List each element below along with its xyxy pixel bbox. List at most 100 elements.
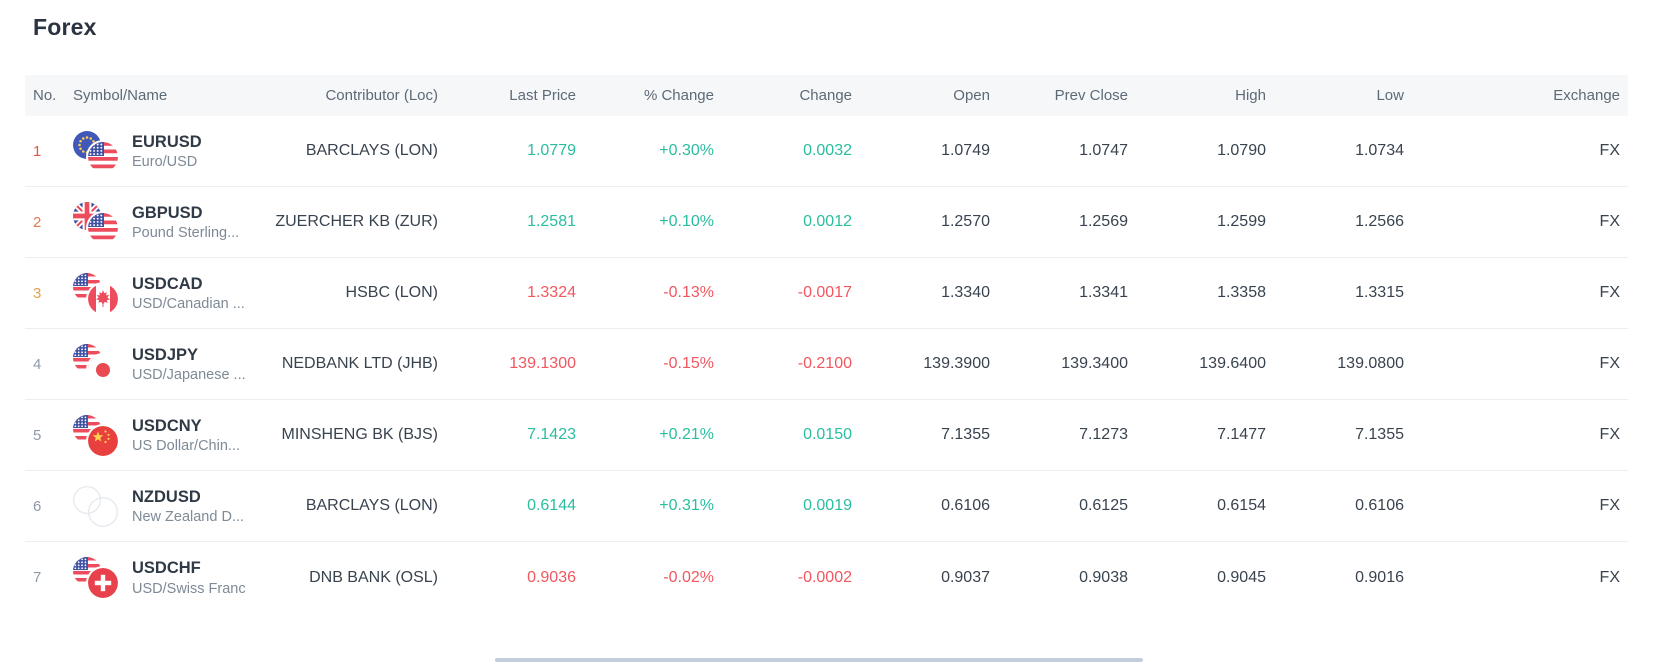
row-number: 3	[33, 284, 42, 302]
currency-pair-flags	[73, 130, 119, 172]
table-body: 1 EURUSD Euro/USD BARCLAYS (LON) 1.0779 +0.30…	[25, 116, 1628, 613]
cell-open: 1.2570	[941, 213, 990, 230]
placeholder-flag-icon	[73, 485, 101, 514]
cell-exchange: FX	[1599, 426, 1620, 443]
cell-prev-close: 1.3341	[1079, 284, 1128, 301]
currency-pair-flags	[73, 201, 119, 243]
symbol-text: USDCHF USD/Swiss Franc	[132, 558, 246, 597]
cell-prev-close: 7.1273	[1079, 426, 1128, 443]
symbol-name: USD/Canadian ...	[132, 296, 245, 313]
cell-open: 0.6106	[941, 497, 990, 514]
symbol-text: NZDUSD New Zealand D...	[132, 487, 244, 526]
symbol-cell: USDCNY US Dollar/Chin...	[73, 414, 268, 456]
table-row[interactable]: 7 USDCHF USD/Swiss Franc DNB BANK (OSL) 0.90…	[25, 542, 1628, 613]
row-number: 4	[33, 355, 42, 373]
cell-last-price: 1.0779	[527, 142, 576, 159]
us-flag-icon	[88, 141, 118, 172]
column-header-open: Open	[953, 87, 990, 104]
cn-flag-icon	[88, 425, 118, 456]
table-row[interactable]: 4 USDJPY USD/Japanese ... NEDBANK LTD (JHB)…	[25, 329, 1628, 400]
column-header-prev_close: Prev Close	[1054, 87, 1128, 104]
cell-low: 139.0800	[1337, 355, 1404, 372]
symbol-cell: USDJPY USD/Japanese ...	[73, 343, 268, 385]
ch-flag-icon	[88, 568, 118, 598]
cell-pct-change: -0.02%	[663, 568, 714, 586]
column-header-exchange: Exchange	[1553, 87, 1620, 104]
cell-low: 7.1355	[1355, 426, 1404, 443]
symbol-code[interactable]: USDCHF	[132, 559, 201, 578]
table-row[interactable]: 6 NZDUSD New Zealand D... BARCLAYS (LON) 0.6…	[25, 471, 1628, 542]
cell-high: 0.6154	[1217, 497, 1266, 514]
cell-high: 7.1477	[1217, 426, 1266, 443]
symbol-code[interactable]: USDJPY	[132, 345, 199, 364]
row-number: 6	[33, 497, 42, 515]
cell-prev-close: 0.9038	[1079, 568, 1128, 586]
symbol-text: GBPUSD Pound Sterling...	[132, 203, 239, 242]
symbol-name: Pound Sterling...	[132, 225, 240, 242]
table-header: No. Symbol/Name Contributor (Loc) Last Pric…	[25, 75, 1628, 116]
currency-pair-flags	[73, 485, 119, 527]
symbol-code[interactable]: NZDUSD	[132, 487, 201, 506]
row-number: 5	[33, 426, 42, 444]
row-number: 2	[33, 213, 42, 231]
cell-pct-change: -0.13%	[663, 284, 714, 301]
table-row[interactable]: 5 USDCNY US Dollar/Chin... MINSHENG BK (BJS…	[25, 400, 1628, 471]
horizontal-scrollbar-thumb[interactable]	[495, 658, 1143, 662]
cell-contributor: DNB BANK (OSL)	[309, 568, 438, 586]
cell-last-price: 0.6144	[527, 497, 576, 514]
cell-change: 0.0032	[803, 142, 852, 159]
column-header-contributor: Contributor (Loc)	[325, 87, 438, 104]
row-number: 7	[33, 569, 42, 586]
symbol-code[interactable]: GBPUSD	[132, 203, 203, 222]
page-title: Forex	[33, 14, 97, 40]
cell-high: 1.3358	[1217, 284, 1266, 301]
symbol-name: Euro/USD	[132, 154, 198, 171]
currency-pair-flags	[73, 414, 119, 456]
cell-last-price: 1.2581	[527, 213, 576, 230]
table-row[interactable]: 1 EURUSD Euro/USD BARCLAYS (LON) 1.0779 +0.30…	[25, 116, 1628, 187]
cell-change: 0.0019	[803, 497, 852, 514]
table-row[interactable]: 3 USDCAD USD/Canadian ... HSBC (LON) 1.3324 -…	[25, 258, 1628, 329]
symbol-code[interactable]: USDCNY	[132, 416, 202, 435]
forex-table: No. Symbol/Name Contributor (Loc) Last Pric…	[25, 75, 1628, 613]
cell-low: 0.6106	[1355, 497, 1404, 514]
column-header-pct_change: % Change	[643, 87, 714, 104]
currency-pair-flags	[73, 272, 119, 314]
cell-change: -0.0017	[797, 284, 852, 301]
cell-open: 1.3340	[941, 284, 990, 301]
column-header-high: High	[1235, 87, 1266, 104]
table-row[interactable]: 2 GBPUSD Pound Sterling... ZUERCHER KB (ZUR…	[25, 187, 1628, 258]
symbol-name: USD/Japanese ...	[132, 367, 246, 384]
cell-exchange: FX	[1599, 142, 1620, 159]
cell-change: -0.2100	[797, 355, 852, 372]
symbol-cell: USDCHF USD/Swiss Franc	[73, 557, 268, 598]
currency-pair-flags	[73, 343, 119, 385]
symbol-text: USDCAD USD/Canadian ...	[132, 274, 245, 313]
cell-last-price: 0.9036	[527, 568, 576, 586]
symbol-cell: NZDUSD New Zealand D...	[73, 485, 268, 527]
currency-pair-flags	[73, 557, 119, 598]
column-header-symbol: Symbol/Name	[73, 87, 168, 104]
cell-exchange: FX	[1599, 568, 1620, 586]
cell-change: -0.0002	[797, 568, 852, 586]
jp-flag-icon	[88, 354, 118, 385]
cell-prev-close: 1.2569	[1079, 213, 1128, 230]
cell-pct-change: +0.31%	[659, 497, 714, 514]
symbol-code[interactable]: EURUSD	[132, 132, 202, 151]
column-header-change: Change	[799, 87, 852, 104]
cell-exchange: FX	[1599, 284, 1620, 301]
cell-last-price: 139.1300	[509, 355, 576, 372]
row-number: 1	[33, 142, 42, 160]
symbol-name: New Zealand D...	[132, 509, 245, 526]
symbol-cell: EURUSD Euro/USD	[73, 130, 268, 172]
symbol-code[interactable]: USDCAD	[132, 274, 203, 293]
cell-contributor: NEDBANK LTD (JHB)	[281, 355, 438, 372]
cell-prev-close: 0.6125	[1079, 497, 1128, 514]
symbol-name: US Dollar/Chin...	[132, 438, 240, 455]
cell-contributor: BARCLAYS (LON)	[305, 142, 438, 159]
cell-low: 1.0734	[1355, 142, 1404, 159]
cell-open: 0.9037	[941, 568, 990, 586]
symbol-text: USDCNY US Dollar/Chin...	[132, 416, 240, 455]
cell-open: 139.3900	[923, 355, 990, 372]
cell-low: 1.3315	[1355, 284, 1404, 301]
